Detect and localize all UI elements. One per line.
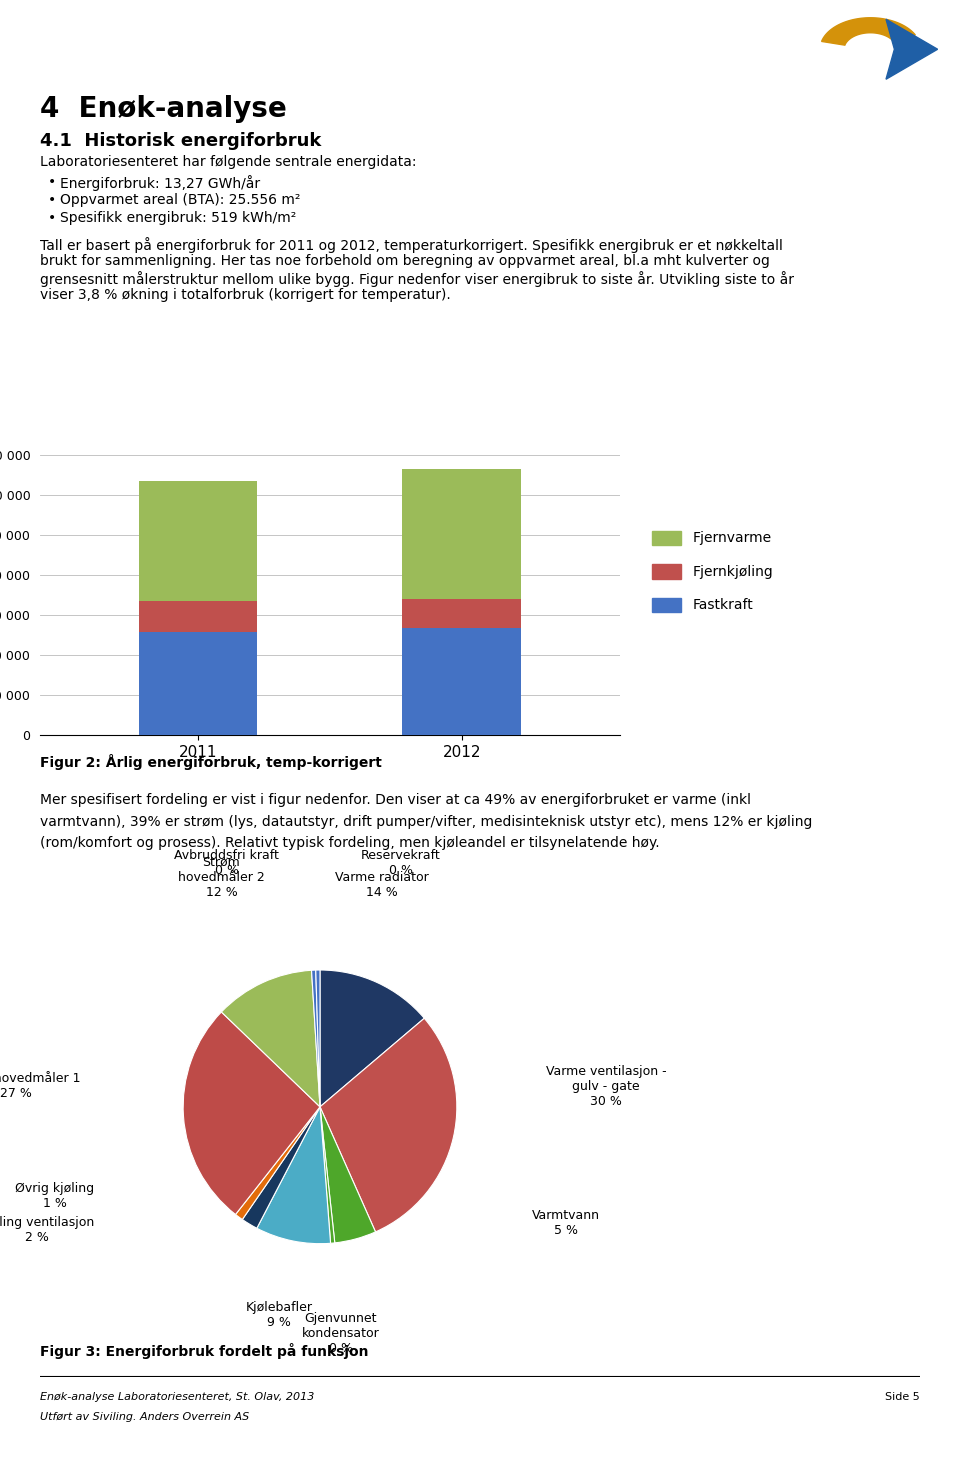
Wedge shape (316, 971, 320, 1107)
Bar (139, 632, 257, 735)
Text: Figur 2: Årlig energiforbruk, temp-korrigert: Figur 2: Årlig energiforbruk, temp-korri… (40, 754, 382, 770)
PathPatch shape (886, 19, 938, 79)
Bar (139, 482, 257, 602)
Text: Fjernkjøling: Fjernkjøling (693, 565, 774, 578)
Text: varmtvann), 39% er strøm (lys, datautstyr, drift pumper/vifter, medisinteknisk u: varmtvann), 39% er strøm (lys, datautsty… (40, 814, 812, 829)
Text: Strøm
hovedmåler 2
12 %: Strøm hovedmåler 2 12 % (179, 856, 265, 899)
Text: Utført av Siviling. Anders Overrein AS: Utført av Siviling. Anders Overrein AS (40, 1411, 250, 1422)
Wedge shape (320, 1019, 457, 1231)
Text: Reservekraft
0 %: Reservekraft 0 % (361, 849, 441, 877)
Text: viser 3,8 % økning i totalforbruk (korrigert for temperatur).: viser 3,8 % økning i totalforbruk (korri… (40, 288, 451, 302)
Text: •: • (48, 211, 57, 225)
Wedge shape (320, 1107, 335, 1243)
Wedge shape (320, 971, 424, 1107)
Text: Varmtvann
5 %: Varmtvann 5 % (532, 1209, 600, 1237)
Text: •: • (48, 193, 57, 206)
Text: Side 5: Side 5 (885, 1392, 920, 1403)
Text: Varme ventilasjon -
gulv - gate
30 %: Varme ventilasjon - gulv - gate 30 % (546, 1064, 666, 1108)
Text: Tall er basert på energiforbruk for 2011 og 2012, temperaturkorrigert. Spesifikk: Tall er basert på energiforbruk for 2011… (40, 237, 782, 253)
Text: Gjenvunnet
kondensator
0 %: Gjenvunnet kondensator 0 % (301, 1312, 379, 1356)
Bar (652, 597, 681, 612)
Text: Varme radiator
14 %: Varme radiator 14 % (335, 871, 428, 899)
Text: •: • (48, 176, 57, 189)
Text: Kjølebafler
9 %: Kjølebafler 9 % (246, 1301, 312, 1329)
Text: Strøm hovedmåler 1
27 %: Strøm hovedmåler 1 27 % (0, 1072, 81, 1101)
Text: Spesifikk energibruk: 519 kWh/m²: Spesifikk energibruk: 519 kWh/m² (60, 211, 297, 225)
Bar (402, 468, 521, 599)
Wedge shape (242, 1107, 320, 1228)
Text: Laboratoriesenteret har følgende sentrale energidata:: Laboratoriesenteret har følgende sentral… (40, 155, 417, 168)
Text: Kjøling ventilasjon
2 %: Kjøling ventilasjon 2 % (0, 1217, 94, 1244)
Bar (139, 602, 257, 632)
Text: 4  Enøk-analyse: 4 Enøk-analyse (40, 95, 287, 123)
Text: (rom/komfort og prosess). Relativt typisk fordeling, men kjøleandel er tilsynela: (rom/komfort og prosess). Relativt typis… (40, 836, 660, 851)
Text: Enøk-analyse Laboratoriesenteret, St. Olav, 2013: Enøk-analyse Laboratoriesenteret, St. Ol… (40, 1392, 314, 1403)
Bar (652, 565, 681, 578)
Wedge shape (312, 971, 320, 1107)
Text: Avbruddsfri kraft
0 %: Avbruddsfri kraft 0 % (174, 849, 279, 877)
Text: 4.1  Historisk energiforbruk: 4.1 Historisk energiforbruk (40, 132, 322, 149)
Bar (402, 628, 521, 735)
Wedge shape (222, 971, 320, 1107)
Bar (652, 531, 681, 545)
Wedge shape (235, 1107, 320, 1220)
Text: Oppvarmet areal (BTA): 25.556 m²: Oppvarmet areal (BTA): 25.556 m² (60, 193, 300, 206)
Wedge shape (320, 1107, 375, 1243)
Text: Figur 3: Energiforbruk fordelt på funksjon: Figur 3: Energiforbruk fordelt på funksj… (40, 1342, 369, 1359)
Text: brukt for sammenligning. Her tas noe forbehold om beregning av oppvarmet areal, : brukt for sammenligning. Her tas noe for… (40, 253, 770, 268)
Text: Fjernvarme: Fjernvarme (693, 531, 772, 545)
Polygon shape (822, 18, 915, 45)
Text: grensesnitt målerstruktur mellom ulike bygg. Figur nedenfor viser energibruk to : grensesnitt målerstruktur mellom ulike b… (40, 271, 794, 287)
Wedge shape (183, 1012, 320, 1215)
Text: Fastkraft: Fastkraft (693, 599, 754, 612)
Text: Mer spesifisert fordeling er vist i figur nedenfor. Den viser at ca 49% av energ: Mer spesifisert fordeling er vist i figu… (40, 793, 751, 807)
Text: Energiforbruk: 13,27 GWh/år: Energiforbruk: 13,27 GWh/år (60, 176, 260, 190)
Wedge shape (257, 1107, 330, 1244)
Text: Øvrig kjøling
1 %: Øvrig kjøling 1 % (15, 1181, 94, 1209)
Bar (402, 599, 521, 628)
